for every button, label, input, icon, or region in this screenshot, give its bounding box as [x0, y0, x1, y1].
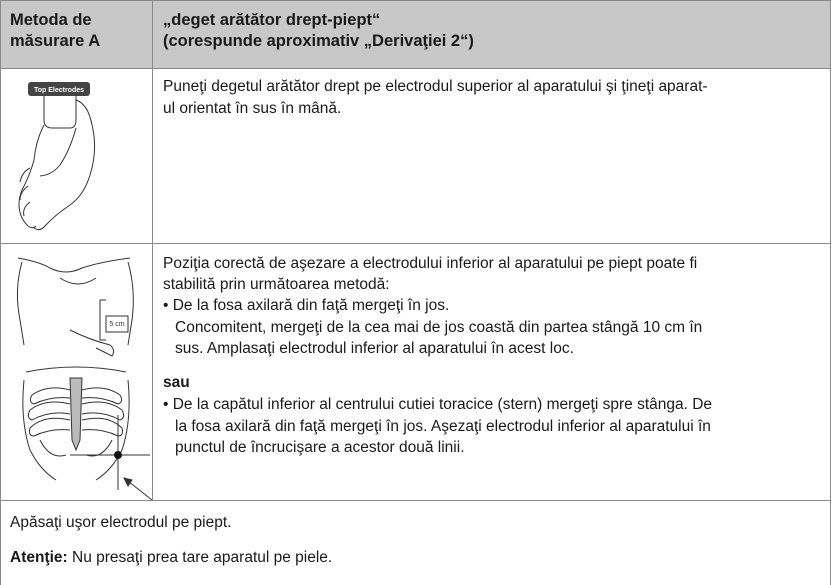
or-label: sau	[163, 374, 190, 391]
warning-label: Atenţie:	[10, 549, 68, 566]
header-title: „deget arătător drept-piept“	[163, 11, 381, 29]
bullet-line: • De la capătul inferior al centrului cu…	[163, 396, 713, 413]
electrode-point	[114, 451, 122, 459]
figure-label: 5 cm	[109, 321, 124, 328]
chest-illustration	[16, 257, 153, 501]
footer-note: Apăsaţi uşor electrodul pe piept.	[10, 514, 232, 531]
header-title: (corespunde aproximativ „Derivaţiei 2“)	[163, 32, 474, 50]
hand-illustration	[18, 82, 96, 231]
bullet-line: la fosa axilară din faţă mergeţi în jos.…	[175, 418, 711, 435]
text-line: ul orientat în sus în mână.	[163, 100, 342, 117]
bullet-line: • De la fosa axilară din faţă mergeţi în…	[163, 297, 450, 314]
bullet-line: punctul de încrucişare a acestor două li…	[175, 439, 465, 456]
header-background	[0, 0, 831, 68]
bullet-line: Concomitent, mergeţi de la cea mai de jo…	[175, 319, 703, 336]
text-line: Puneţi degetul arătător drept pe electro…	[163, 78, 708, 95]
text-line: stabilită prin următoarea metodă:	[163, 276, 390, 293]
text-line: Poziţia corectă de aşezare a electrodulu…	[163, 255, 698, 272]
header-method: Metoda de	[10, 11, 92, 29]
footer-warning: Atenţie: Nu presaţi prea tare aparatul p…	[10, 548, 332, 568]
bullet-line: sus. Amplasaţi electrodul inferior al ap…	[175, 340, 574, 357]
warning-text: Nu presaţi prea tare aparatul pe piele.	[72, 549, 333, 566]
figure-label: Top Electrodes	[34, 87, 84, 94]
header-method: măsurare A	[10, 32, 101, 50]
